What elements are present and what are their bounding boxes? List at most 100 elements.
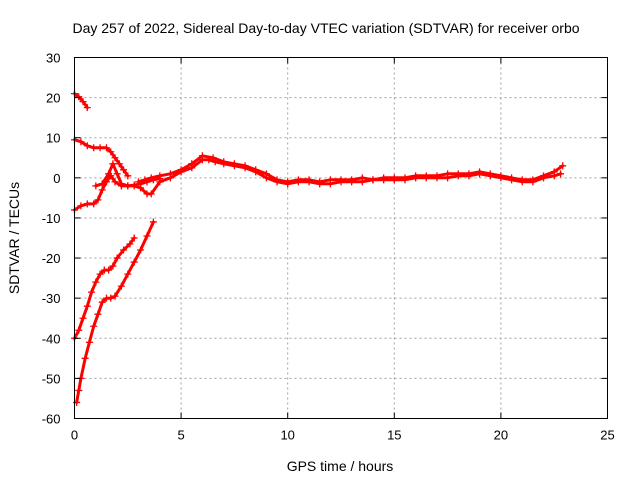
- data-point: [241, 162, 249, 170]
- x-tick-label: 10: [280, 428, 294, 443]
- data-point: [120, 246, 128, 254]
- data-point: [273, 176, 281, 184]
- data-point: [83, 142, 91, 150]
- data-point: [102, 144, 110, 152]
- x-tick-label: 15: [387, 428, 401, 443]
- data-point: [130, 182, 138, 190]
- data-point: [559, 162, 567, 170]
- data-point: [77, 138, 85, 146]
- data-point: [109, 262, 117, 270]
- y-tick-label: -20: [42, 251, 61, 266]
- data-point: [75, 326, 83, 334]
- data-point: [529, 176, 537, 184]
- data-point: [105, 170, 113, 178]
- data-point: [124, 270, 132, 278]
- data-point: [130, 234, 138, 242]
- data-point: [348, 176, 356, 184]
- data-point: [497, 172, 505, 180]
- data-point: [262, 170, 270, 178]
- data-point: [358, 174, 366, 182]
- data-point: [96, 270, 104, 278]
- data-point: [412, 172, 420, 180]
- x-tick-label: 25: [600, 428, 614, 443]
- data-point: [557, 170, 565, 178]
- data-point: [107, 148, 115, 156]
- data-point: [94, 310, 102, 318]
- data-point: [518, 176, 526, 184]
- x-tick-label: 20: [494, 428, 508, 443]
- data-point: [390, 174, 398, 182]
- data-point: [149, 218, 157, 226]
- y-tick-label: 10: [46, 131, 60, 146]
- data-point: [94, 196, 102, 204]
- data-point: [369, 176, 377, 184]
- series-line: [73, 92, 89, 110]
- data-point: [147, 174, 155, 182]
- series-arc-2: [71, 136, 132, 180]
- data-point: [117, 180, 125, 188]
- data-point: [230, 160, 238, 168]
- y-tick-label: 30: [46, 51, 60, 66]
- series-line: [75, 220, 155, 404]
- data-point: [198, 152, 206, 160]
- data-point: [83, 104, 91, 112]
- data-point: [156, 172, 164, 180]
- data-point: [294, 176, 302, 184]
- data-point: [188, 160, 196, 168]
- data-point: [326, 176, 334, 184]
- y-tick-label: -50: [42, 371, 61, 386]
- data-point: [90, 200, 98, 208]
- data-point: [120, 166, 128, 174]
- data-point: [124, 172, 132, 180]
- series-arc-7: [134, 152, 567, 186]
- axis-ticks: 0 5 10 15 20 25 -60 -50 -40 -30 -20 -10 0 10 20 30: [42, 51, 615, 443]
- series-arc-6: [92, 156, 565, 198]
- series-line: [73, 138, 130, 178]
- data-point: [540, 172, 548, 180]
- data-point: [209, 154, 217, 162]
- data-point: [75, 93, 83, 101]
- y-tick-label: -10: [42, 211, 61, 226]
- y-tick-label: 20: [46, 91, 60, 106]
- data-point: [130, 258, 138, 266]
- data-point: [476, 168, 484, 176]
- series-arc-5: [73, 218, 157, 406]
- data-point: [124, 182, 132, 190]
- data-point: [166, 170, 174, 178]
- data-point: [115, 160, 123, 168]
- grid: [74, 57, 608, 419]
- data-point: [107, 294, 115, 302]
- data-point: [75, 386, 83, 394]
- data-point: [96, 144, 104, 152]
- data-point: [117, 282, 125, 290]
- data-point: [105, 266, 113, 274]
- data-point: [444, 170, 452, 178]
- data-point: [113, 170, 121, 178]
- data-point: [85, 338, 93, 346]
- series-line: [73, 236, 136, 340]
- data-point: [88, 288, 96, 296]
- data-point: [141, 176, 149, 184]
- plot-frame: [74, 57, 608, 419]
- data-point: [111, 178, 119, 186]
- data-point: [79, 314, 87, 322]
- data-point: [98, 298, 106, 306]
- data-point: [337, 176, 345, 184]
- x-tick-label: 5: [177, 428, 184, 443]
- data-point: [98, 180, 106, 188]
- data-point: [508, 174, 516, 182]
- data-point: [92, 278, 100, 286]
- data-point: [90, 144, 98, 152]
- y-tick-label: -40: [42, 331, 61, 346]
- data-point: [380, 174, 388, 182]
- chart-title: Day 257 of 2022, Sidereal Day-to-day VTE…: [72, 20, 579, 36]
- data-point: [156, 178, 164, 186]
- data-point: [137, 184, 145, 192]
- data-point: [134, 178, 142, 186]
- data-point: [126, 240, 134, 248]
- data-point: [109, 160, 117, 168]
- y-tick-label: -30: [42, 291, 61, 306]
- data-point: [401, 174, 409, 182]
- data-point: [454, 170, 462, 178]
